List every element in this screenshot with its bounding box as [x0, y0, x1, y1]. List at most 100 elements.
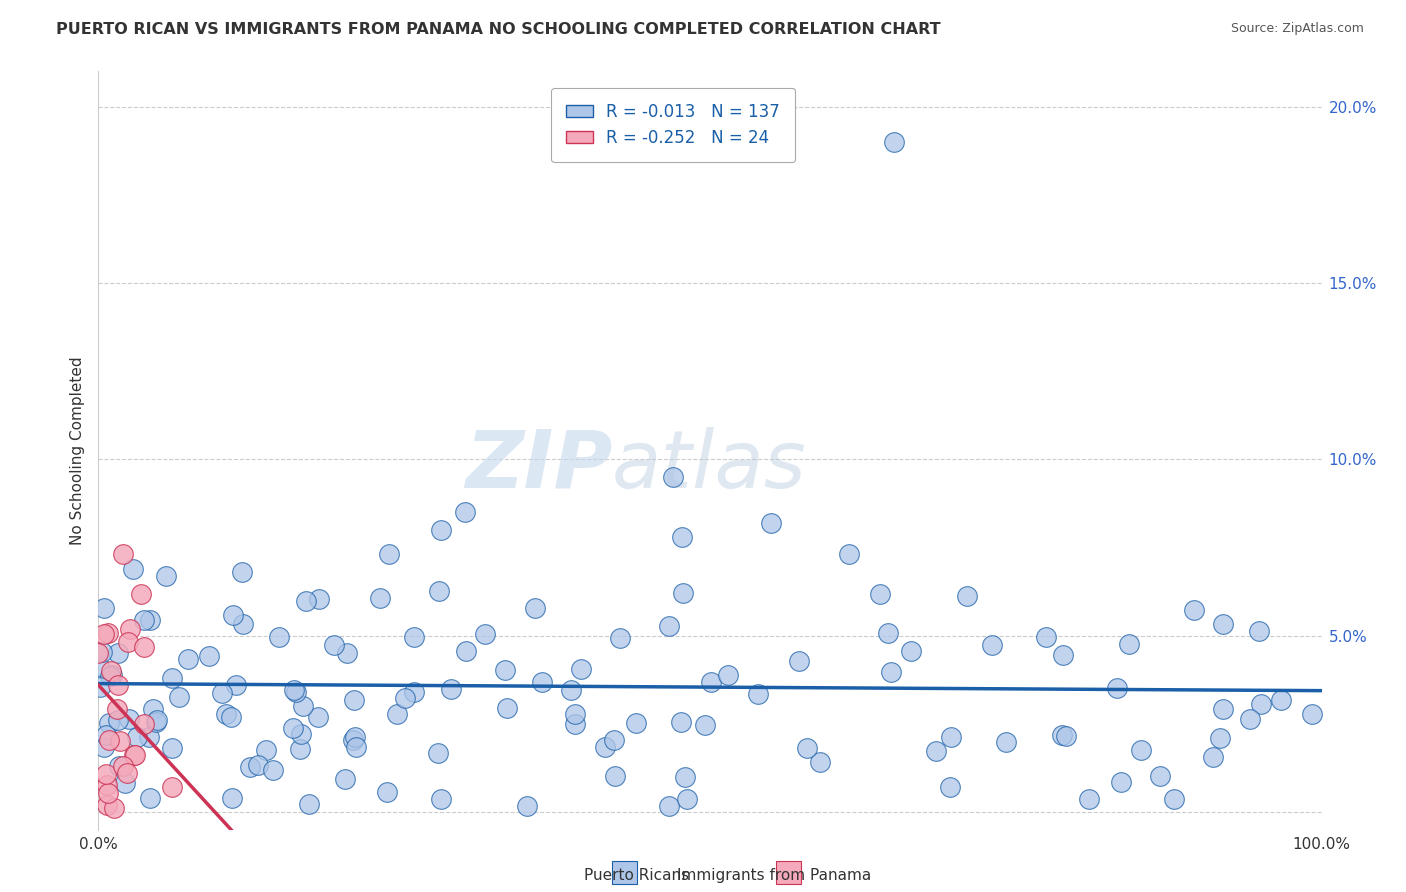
Point — [96, 626, 118, 640]
Point — [107, 713, 129, 727]
Point — [323, 639, 346, 653]
Point — [675, 792, 697, 806]
Point — [662, 470, 685, 484]
Point — [292, 699, 315, 714]
Point — [1118, 637, 1140, 651]
Point — [96, 778, 118, 792]
Point — [93, 627, 115, 641]
Point — [1052, 728, 1074, 742]
Point — [880, 665, 903, 679]
Point — [672, 586, 695, 600]
Point — [368, 591, 391, 605]
Point — [269, 631, 291, 645]
Point — [342, 732, 364, 747]
Point — [132, 716, 155, 731]
Point — [669, 714, 692, 729]
Point — [177, 652, 200, 666]
Text: atlas: atlas — [612, 426, 807, 505]
Point — [107, 678, 129, 692]
Point — [404, 630, 426, 644]
Point — [336, 647, 359, 661]
Point — [295, 594, 318, 608]
Point — [956, 589, 979, 603]
Point — [939, 780, 962, 794]
Legend: R = -0.013   N = 137, R = -0.252   N = 24: R = -0.013 N = 137, R = -0.252 N = 24 — [551, 87, 796, 162]
Point — [160, 740, 183, 755]
Point — [1130, 743, 1153, 757]
Point — [1250, 698, 1272, 712]
Point — [138, 613, 160, 627]
Point — [808, 756, 831, 770]
Point — [430, 523, 453, 537]
Point — [97, 732, 120, 747]
Point — [474, 626, 496, 640]
Point — [344, 731, 367, 745]
Point — [283, 682, 305, 697]
Point — [787, 655, 810, 669]
Point — [1249, 624, 1271, 638]
Point — [198, 648, 221, 663]
Point — [219, 710, 242, 724]
Point — [693, 718, 716, 732]
Point — [516, 798, 538, 813]
Point — [1035, 630, 1057, 644]
Point — [343, 693, 366, 707]
Point — [671, 530, 693, 544]
Point — [100, 664, 122, 678]
Point — [1239, 712, 1261, 726]
Text: ZIP: ZIP — [465, 426, 612, 505]
Point — [105, 702, 128, 716]
Point — [115, 766, 138, 780]
Point — [394, 690, 416, 705]
Point — [1270, 693, 1292, 707]
Point — [560, 683, 582, 698]
Point — [129, 587, 152, 601]
Point — [593, 739, 616, 754]
Point — [1301, 706, 1323, 721]
Point — [132, 640, 155, 654]
Point — [1109, 774, 1132, 789]
Point — [114, 776, 136, 790]
Point — [97, 786, 120, 800]
Point — [290, 727, 312, 741]
Point — [138, 730, 160, 744]
Point — [626, 715, 648, 730]
Point — [231, 566, 253, 580]
Point — [93, 739, 115, 754]
Point — [87, 658, 110, 673]
Point — [162, 671, 184, 685]
Point — [1054, 729, 1077, 743]
Point — [426, 746, 449, 760]
Point — [94, 767, 117, 781]
Point — [101, 668, 124, 682]
Point — [118, 712, 141, 726]
Point — [122, 747, 145, 762]
Point — [883, 135, 905, 149]
Point — [160, 780, 183, 794]
Point — [333, 772, 356, 786]
Point — [344, 739, 367, 754]
Point — [232, 616, 254, 631]
Point — [98, 669, 121, 683]
Point — [939, 730, 962, 744]
Point — [121, 562, 143, 576]
Point — [1107, 681, 1129, 695]
Point — [124, 747, 146, 762]
Point — [454, 505, 477, 519]
Point — [375, 785, 398, 799]
Point — [298, 797, 321, 812]
Point — [112, 759, 135, 773]
Point — [308, 591, 330, 606]
Point — [93, 600, 115, 615]
Text: Puerto Ricans: Puerto Ricans — [583, 869, 689, 883]
Point — [221, 791, 243, 805]
Point — [225, 678, 247, 692]
Point — [658, 619, 681, 633]
Point — [429, 584, 451, 599]
Point — [717, 668, 740, 682]
Point — [564, 707, 586, 722]
Point — [796, 740, 818, 755]
Point — [96, 728, 118, 742]
Point — [602, 732, 624, 747]
Point — [603, 769, 626, 783]
